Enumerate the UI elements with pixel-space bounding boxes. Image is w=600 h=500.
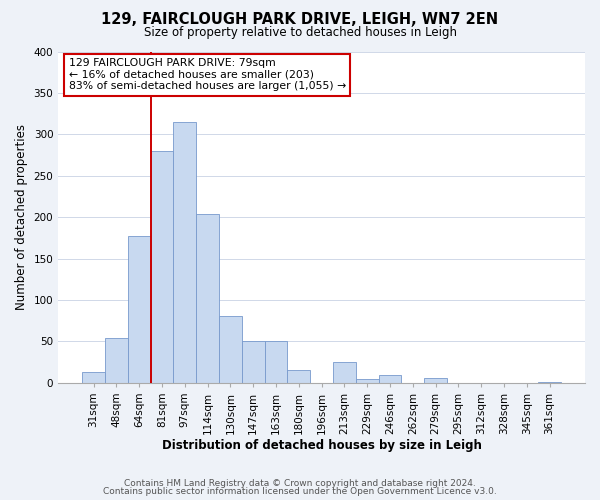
Bar xyxy=(333,362,356,383)
Bar xyxy=(242,340,265,383)
X-axis label: Distribution of detached houses by size in Leigh: Distribution of detached houses by size … xyxy=(161,440,482,452)
Y-axis label: Number of detached properties: Number of detached properties xyxy=(15,124,28,310)
Text: Contains public sector information licensed under the Open Government Licence v3: Contains public sector information licen… xyxy=(103,487,497,496)
Bar xyxy=(287,370,310,383)
Bar xyxy=(265,340,287,383)
Bar xyxy=(151,151,173,383)
Text: 129, FAIRCLOUGH PARK DRIVE, LEIGH, WN7 2EN: 129, FAIRCLOUGH PARK DRIVE, LEIGH, WN7 2… xyxy=(101,12,499,28)
Bar xyxy=(356,378,379,383)
Text: 129 FAIRCLOUGH PARK DRIVE: 79sqm
← 16% of detached houses are smaller (203)
83% : 129 FAIRCLOUGH PARK DRIVE: 79sqm ← 16% o… xyxy=(69,58,346,92)
Bar xyxy=(538,382,561,383)
Bar xyxy=(379,374,401,383)
Text: Contains HM Land Registry data © Crown copyright and database right 2024.: Contains HM Land Registry data © Crown c… xyxy=(124,478,476,488)
Bar xyxy=(128,236,151,383)
Bar xyxy=(82,372,105,383)
Bar xyxy=(219,316,242,383)
Bar xyxy=(424,378,447,383)
Bar xyxy=(105,338,128,383)
Bar xyxy=(196,214,219,383)
Text: Size of property relative to detached houses in Leigh: Size of property relative to detached ho… xyxy=(143,26,457,39)
Bar xyxy=(173,122,196,383)
